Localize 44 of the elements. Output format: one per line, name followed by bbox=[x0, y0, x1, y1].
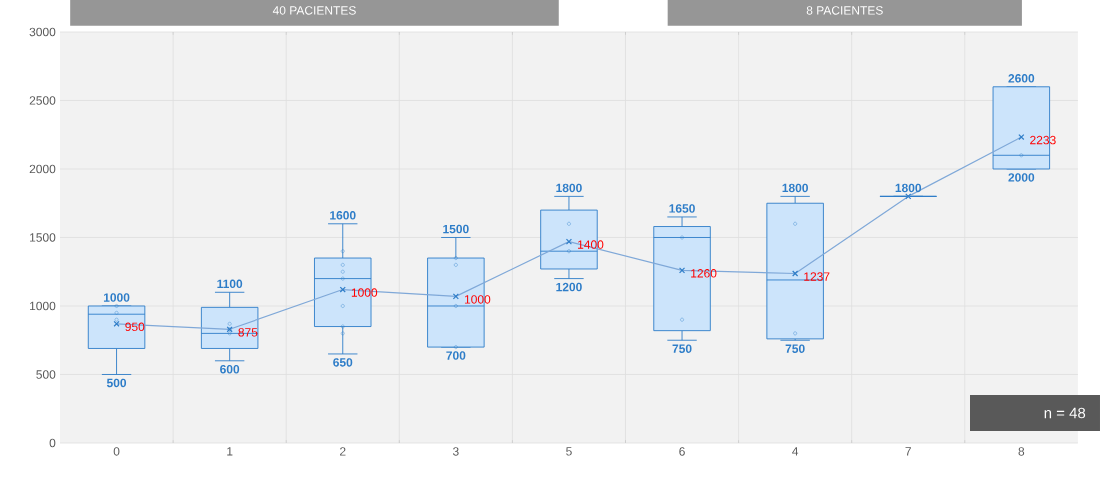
x-tick-label: 6 bbox=[679, 447, 685, 456]
x-tick-label: 2 bbox=[340, 447, 346, 456]
x-tick-label: 1 bbox=[227, 447, 233, 456]
x-tick-label: 3 bbox=[452, 447, 459, 456]
annotation: 1800 bbox=[895, 183, 922, 193]
annotation: 1237 bbox=[804, 272, 830, 281]
annotation: 1000 bbox=[351, 288, 378, 297]
y-tick-label: 0 bbox=[49, 438, 56, 448]
annotation: 650 bbox=[333, 358, 353, 367]
annotation: 950 bbox=[125, 322, 145, 332]
annotation: 2233 bbox=[1030, 135, 1056, 145]
annotation: 1000 bbox=[464, 295, 491, 304]
x-tick-label: 8 bbox=[1018, 447, 1025, 456]
annotation: 1800 bbox=[782, 183, 808, 193]
annotation: 1600 bbox=[330, 211, 356, 220]
annotation: n = 48 bbox=[1044, 407, 1086, 419]
annotation: 1200 bbox=[556, 282, 582, 292]
x-tick-label: 5 bbox=[566, 447, 572, 456]
y-tick-label: 1500 bbox=[30, 233, 56, 242]
x-tick-label: 7 bbox=[905, 447, 911, 456]
annotation: 1500 bbox=[443, 224, 469, 234]
annotation: 875 bbox=[238, 328, 258, 337]
y-tick-label: 2000 bbox=[29, 164, 56, 174]
annotation: 1100 bbox=[217, 279, 243, 289]
annotation: 1400 bbox=[578, 240, 604, 249]
annotation: 750 bbox=[785, 344, 805, 353]
y-tick-label: 1000 bbox=[30, 301, 56, 311]
annotation: 1000 bbox=[103, 293, 130, 302]
annotation: 1800 bbox=[556, 183, 582, 193]
y-tick-label: 3000 bbox=[29, 27, 56, 37]
y-tick-label: 500 bbox=[36, 370, 56, 379]
text: 8 PACIENTES bbox=[806, 6, 883, 15]
text: 40 PACIENTES bbox=[272, 6, 356, 15]
annotation: 2000 bbox=[1008, 173, 1035, 182]
annotation: 1650 bbox=[669, 204, 695, 213]
annotation: 2600 bbox=[1008, 74, 1035, 83]
annotation: 750 bbox=[672, 344, 692, 353]
annotation: 1260 bbox=[691, 269, 717, 278]
annotation: 600 bbox=[220, 364, 240, 374]
annotation: 500 bbox=[106, 378, 127, 388]
x-tick-label: 0 bbox=[113, 447, 120, 456]
y-tick-label: 2500 bbox=[29, 96, 56, 105]
annotation: 700 bbox=[446, 351, 466, 360]
x-tick-label: 4 bbox=[792, 447, 799, 456]
